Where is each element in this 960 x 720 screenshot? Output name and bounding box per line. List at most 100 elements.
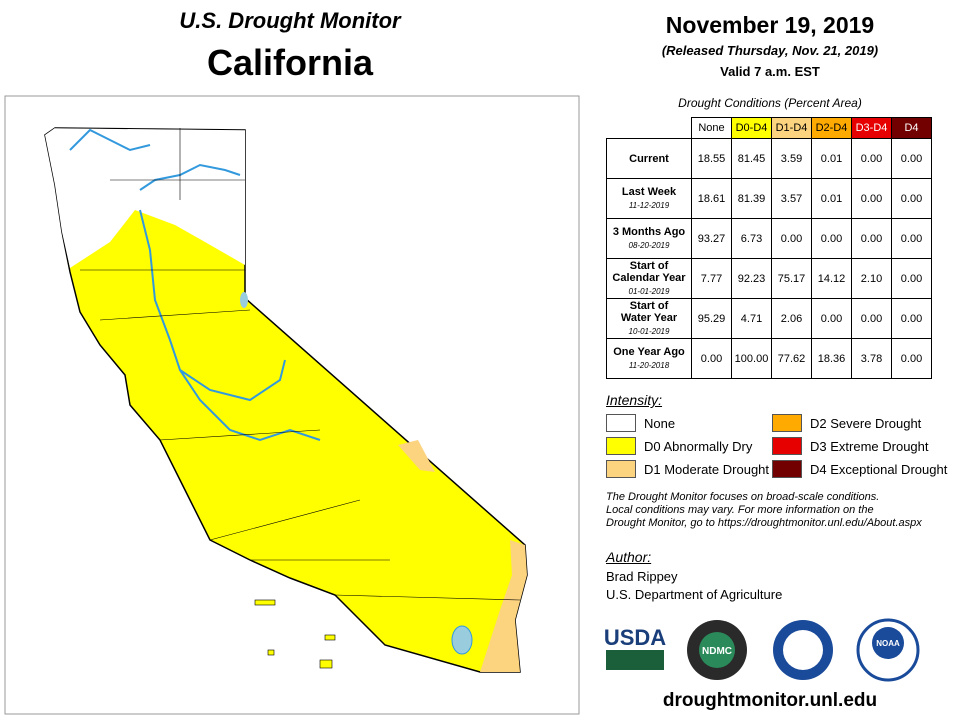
cell: 0.00	[691, 338, 732, 379]
legend-item: D3 Extreme Drought	[772, 437, 929, 455]
legend-label: D1 Moderate Drought	[644, 461, 770, 477]
cell: 0.00	[851, 298, 892, 339]
stats-table: None D0-D4 D1-D4 D2-D4 D3-D4 D4 Current 18.55 81…	[606, 117, 932, 379]
cell: 75.17	[771, 258, 812, 299]
cell: 0.00	[891, 178, 932, 219]
cell: 14.12	[811, 258, 852, 299]
table-row: Start of Water Year 10-01-2019 95.29 4.71 2.0…	[606, 298, 932, 339]
column-header: D4	[891, 117, 932, 139]
column-header: D2-D4	[811, 117, 852, 139]
legend-label: D4 Exceptional Drought	[810, 461, 948, 477]
cell: 100.00	[731, 338, 772, 379]
note-line: Drought Monitor, go to https://droughtmo…	[606, 517, 922, 529]
county-lines	[54, 127, 521, 601]
legend-item: D4 Exceptional Drought	[772, 460, 947, 478]
row-label-line: One Year Ago	[613, 345, 685, 358]
footer: droughtmonitor.unl.edu	[662, 690, 878, 711]
legend-label: D0 Abnormally Dry	[644, 438, 753, 454]
note-line: The Drought Monitor focuses on broad-sca…	[606, 491, 880, 503]
cell: 6.73	[731, 218, 772, 259]
note-line: Local conditions may vary. For more info…	[606, 504, 874, 516]
islands	[254, 599, 336, 669]
row-label-line: 3 Months Ago	[612, 225, 686, 238]
logos: USDA NDMC NOAA	[604, 618, 920, 682]
legend-item: D2 Severe Drought	[772, 414, 921, 432]
usda-bar	[606, 650, 664, 670]
row-label: Last Week 11-12-2019	[606, 178, 692, 219]
legend-swatch	[772, 414, 802, 432]
column-header: D3-D4	[851, 117, 892, 139]
noaa-inner	[872, 627, 904, 659]
usda-logo: USDA	[604, 625, 666, 650]
cell: 18.36	[811, 338, 852, 379]
valid: Valid 7 a.m. EST	[720, 64, 820, 79]
map	[4, 95, 580, 715]
legend-swatch	[772, 437, 802, 455]
none-area	[45, 128, 245, 268]
cell: 0.00	[851, 178, 892, 219]
cell: 81.39	[731, 178, 772, 219]
legend-swatch	[606, 437, 636, 455]
row-date: 11-12-2019	[628, 200, 670, 210]
cell: 81.45	[731, 138, 772, 179]
cell: 0.00	[891, 298, 932, 339]
cell: 77.62	[771, 338, 812, 379]
cell: 92.23	[731, 258, 772, 299]
table-row: One Year Ago 11-20-2018 0.00 100.00 77.62 18.…	[606, 338, 932, 379]
table-caption: Drought Conditions (Percent Area)	[678, 96, 862, 110]
cell: 0.00	[811, 218, 852, 259]
cell: 95.29	[691, 298, 732, 339]
header-row: None D0-D4 D1-D4 D2-D4 D3-D4 D4	[607, 117, 932, 139]
row-date: 10-01-2019	[628, 326, 670, 336]
column-header: D1-D4	[771, 117, 812, 139]
cell: 18.55	[691, 138, 732, 179]
row-label-line: Water Year	[620, 311, 678, 324]
legend-item: None	[606, 414, 675, 432]
state: California	[206, 42, 374, 83]
note: The Drought Monitor focuses on broad-sca…	[606, 491, 922, 530]
ndmc-inner	[699, 632, 735, 668]
column-header: None	[691, 117, 732, 139]
row-label: 3 Months Ago 08-20-2019	[606, 218, 692, 259]
cell: 0.01	[811, 138, 852, 179]
cell: 3.57	[771, 178, 812, 219]
cell: 0.00	[891, 138, 932, 179]
cell: 4.71	[731, 298, 772, 339]
legend-item: D1 Moderate Drought	[606, 460, 769, 478]
lake	[240, 292, 248, 308]
row-label: One Year Ago 11-20-2018	[606, 338, 692, 379]
legend-label: None	[644, 415, 676, 431]
author-title: Author:	[606, 549, 652, 565]
table-row: 3 Months Ago 08-20-2019 93.27 6.73 0.00 0.00 0…	[606, 218, 932, 259]
legend-swatch	[772, 460, 802, 478]
d1-area	[398, 440, 435, 472]
row-label: Current	[606, 138, 692, 179]
lake	[451, 625, 473, 655]
d1-area	[480, 540, 527, 672]
author-org: U.S. Department of Agriculture	[606, 587, 783, 602]
cell: 7.77	[691, 258, 732, 299]
cell: 2.06	[771, 298, 812, 339]
date: November 19, 2019	[665, 12, 875, 38]
title: U.S. Drought Monitor	[179, 8, 401, 33]
legend-title: Intensity:	[606, 392, 663, 408]
cell: 2.10	[851, 258, 892, 299]
cell: 0.00	[891, 338, 932, 379]
ndmc-text: NDMC	[702, 646, 732, 657]
cell: 18.61	[691, 178, 732, 219]
row-date: 08-20-2019	[628, 240, 670, 250]
cell: 0.00	[771, 218, 812, 259]
cell: 0.00	[851, 138, 892, 179]
corner	[607, 118, 692, 139]
table-row: Current 18.55 81.45 3.59 0.01 0.00 0.00	[606, 138, 932, 179]
row-label-line: Start of	[629, 299, 669, 312]
legend-swatch	[606, 460, 636, 478]
released: (Released Thursday, Nov. 21, 2019)	[661, 43, 879, 58]
cell: 0.00	[851, 218, 892, 259]
cell: 3.59	[771, 138, 812, 179]
row-label: Start of Calendar Year 01-01-2019	[606, 258, 692, 299]
cell: 93.27	[691, 218, 732, 259]
noaa-text: NOAA	[876, 639, 900, 648]
author-name: Brad Rippey	[606, 569, 678, 584]
